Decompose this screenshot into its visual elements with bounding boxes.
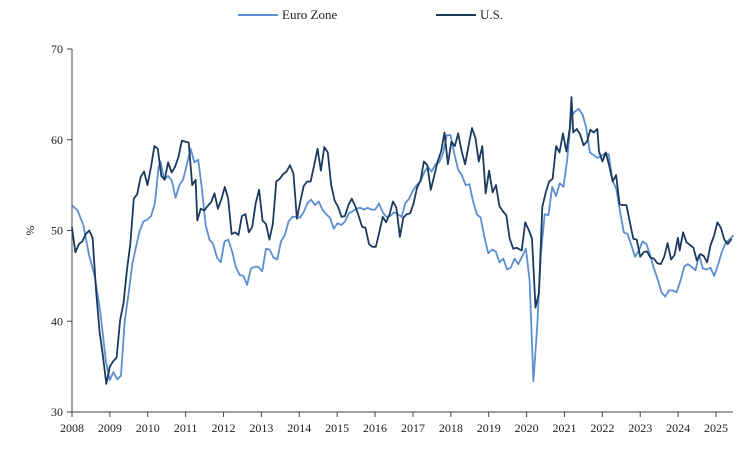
legend-label-us: U.S. [480, 7, 503, 22]
y-tick-label: 50 [51, 224, 63, 238]
legend-label-euro-zone: Euro Zone [282, 7, 337, 22]
x-tick-label: 2021 [552, 421, 576, 435]
y-axis: % 30 40 50 60 70 [23, 42, 73, 419]
x-tick-label: 2016 [363, 421, 387, 435]
series-layer [71, 96, 734, 385]
y-tick-label: 40 [51, 314, 63, 328]
x-axis: 2008 2009 2010 2011 2012 2013 2014 2015 2016 2017… [60, 411, 733, 435]
x-tick-label: 2009 [98, 421, 122, 435]
x-tick-label: 2025 [704, 421, 728, 435]
x-tick-label: 2015 [325, 421, 349, 435]
x-tick-label: 2014 [287, 421, 311, 435]
x-tick-label: 2023 [628, 421, 652, 435]
x-tick-label: 2011 [174, 421, 198, 435]
x-tick-label: 2017 [401, 421, 425, 435]
x-tick-label: 2019 [477, 421, 501, 435]
x-tick-label: 2018 [439, 421, 463, 435]
y-tick-label: 60 [51, 133, 63, 147]
x-tick-label: 2008 [60, 421, 84, 435]
legend: Euro Zone U.S. [238, 7, 503, 22]
x-tick-label: 2024 [666, 421, 690, 435]
y-tick-label: 30 [51, 405, 63, 419]
x-tick-label: 2010 [136, 421, 160, 435]
y-tick-label: 70 [51, 42, 63, 56]
x-tick-label: 2022 [590, 421, 614, 435]
x-tick-label: 2020 [515, 421, 539, 435]
series-line-us [71, 96, 733, 385]
y-axis-label: % [23, 226, 37, 236]
x-tick-label: 2012 [212, 421, 236, 435]
x-tick-label: 2013 [249, 421, 273, 435]
series-line-euro-zone [71, 108, 734, 382]
